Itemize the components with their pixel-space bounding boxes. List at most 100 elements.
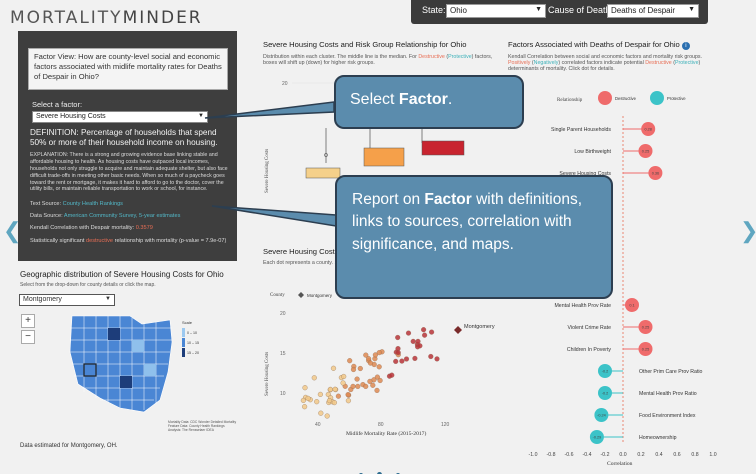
scatter-point[interactable] (421, 327, 427, 333)
factor-definition: DEFINITION: Percentage of households tha… (30, 128, 218, 148)
page-dot-active[interactable] (377, 472, 382, 474)
scatter-point[interactable] (302, 404, 308, 410)
chevron-down-icon: ▼ (688, 6, 695, 13)
callout2-c: with definitions, links to sources, corr… (352, 191, 583, 253)
factor-dot[interactable] (641, 122, 656, 136)
ohio-map[interactable]: Scale 0 – 10 10 – 15 15 – 20 Mortality D… (60, 312, 250, 432)
prev-page-arrow[interactable]: ❮ (3, 218, 22, 243)
scatter-point[interactable] (314, 399, 320, 405)
scatter-point[interactable] (429, 329, 435, 335)
credits-1: Mortality Data: CDC Wonder Detailed Mort… (168, 420, 236, 424)
callout2-a: Report on (352, 191, 425, 208)
factor-dot[interactable] (594, 408, 609, 422)
scatter-point[interactable] (376, 364, 382, 370)
factor-dot[interactable] (589, 430, 604, 444)
scatter-point[interactable] (332, 386, 338, 392)
factor-dot[interactable] (638, 144, 653, 158)
scatter-point[interactable] (355, 383, 361, 389)
credits-2: Feature Data: County Health Rankings (168, 424, 225, 428)
scatter-point[interactable] (372, 352, 378, 358)
scatter-point[interactable] (366, 356, 372, 362)
factor-value-label: -0.24 (597, 414, 606, 418)
factor-dot[interactable] (598, 364, 612, 378)
scatter-point[interactable] (374, 374, 380, 380)
scatter-point[interactable] (367, 378, 373, 384)
scatter-point[interactable] (335, 393, 341, 399)
factor-value-label: -0.2 (602, 392, 609, 396)
zoom-in-button[interactable]: + (21, 314, 35, 328)
county-select[interactable]: Montgomery ▼ (19, 294, 115, 306)
scatter-point[interactable] (305, 395, 311, 401)
factor-xtick: -1.0 (529, 452, 538, 458)
next-page-arrow[interactable]: ❯ (740, 218, 756, 244)
scatter-point[interactable] (405, 330, 412, 336)
factor-question: Factor View: How are county-level social… (28, 48, 228, 90)
scatter-point[interactable] (345, 392, 351, 398)
scatter-xtick: 80 (378, 422, 384, 428)
scatter-point[interactable] (428, 353, 434, 360)
scatter-point[interactable] (311, 375, 317, 381)
scatter-point[interactable] (389, 372, 395, 378)
app-logo: MORTALITYMINDER (10, 8, 203, 28)
factor-xtick: 0.8 (691, 452, 698, 458)
scatter-point[interactable] (395, 334, 401, 341)
scatter-point[interactable] (367, 360, 374, 366)
scatter-point[interactable] (302, 385, 308, 391)
scatter-point[interactable] (376, 350, 382, 356)
info-icon[interactable]: i (681, 42, 690, 50)
chevron-down-icon: ▼ (198, 113, 204, 119)
scatter-point[interactable] (377, 377, 383, 384)
cause-select[interactable]: Deaths of Despair ▼ (607, 4, 699, 18)
factors-title: Factors Associated with Deaths of Despai… (508, 40, 690, 50)
scatter-point[interactable] (422, 332, 428, 338)
boxplot-sub-b: ( (444, 54, 449, 60)
scatter-point[interactable] (399, 358, 405, 364)
factor-xtick: 0.0 (619, 452, 626, 458)
scatter-point[interactable] (395, 346, 401, 352)
scatter-point[interactable] (403, 356, 410, 362)
factor-dot[interactable] (638, 320, 653, 334)
scatter-point[interactable] (417, 343, 423, 349)
scatter-points (300, 326, 462, 419)
selected-county-marker[interactable] (454, 326, 462, 334)
factors-sub-b: ( (530, 60, 534, 66)
box-high-risk[interactable] (421, 140, 465, 156)
scatter-point[interactable] (317, 391, 323, 397)
text-source-link[interactable]: County Health Rankings (62, 201, 123, 207)
factor-dot[interactable] (625, 298, 639, 312)
scatter-point[interactable] (324, 413, 330, 419)
scatter-point[interactable] (326, 398, 333, 404)
scatter-point[interactable] (374, 387, 380, 393)
scatter-point[interactable] (357, 365, 363, 372)
factor-select[interactable]: Severe Housing Costs ▼ (32, 111, 208, 123)
scatter-point[interactable] (354, 376, 360, 382)
factor-dot[interactable] (598, 386, 612, 400)
box-low-risk[interactable] (305, 167, 341, 179)
state-select[interactable]: Ohio ▼ (446, 4, 546, 18)
scatter-point[interactable] (434, 356, 440, 362)
scatter-point[interactable] (341, 373, 347, 380)
scatter-point[interactable] (412, 355, 418, 361)
scatter-point[interactable] (350, 366, 357, 373)
scatter-point[interactable] (363, 383, 369, 389)
scatter-point[interactable] (331, 400, 337, 406)
scatter-point[interactable] (318, 410, 324, 416)
factors-sub-neg: Negatively (533, 60, 559, 66)
scatter-point[interactable] (415, 338, 421, 344)
box-medium-risk[interactable] (363, 147, 405, 167)
factor-dot[interactable] (648, 166, 663, 180)
callout1-c: . (447, 91, 453, 108)
text-source-label: Text Source: (30, 201, 63, 207)
zoom-out-button[interactable]: − (21, 330, 35, 344)
scatter-point[interactable] (300, 397, 306, 403)
factor-rows: 0.28 Single Parent Households 0.25 Low Birt… (551, 116, 703, 444)
scatter-point[interactable] (393, 358, 399, 364)
scatter-point[interactable] (363, 352, 369, 358)
data-source-link[interactable]: American Community Survey, 5-year estima… (63, 213, 181, 219)
scatter-point[interactable] (340, 380, 346, 386)
scatter-point[interactable] (347, 358, 353, 364)
scatter-point[interactable] (330, 365, 337, 371)
factor-dot[interactable] (638, 342, 653, 356)
scatter-point[interactable] (345, 398, 351, 404)
scatter-point[interactable] (370, 382, 376, 388)
